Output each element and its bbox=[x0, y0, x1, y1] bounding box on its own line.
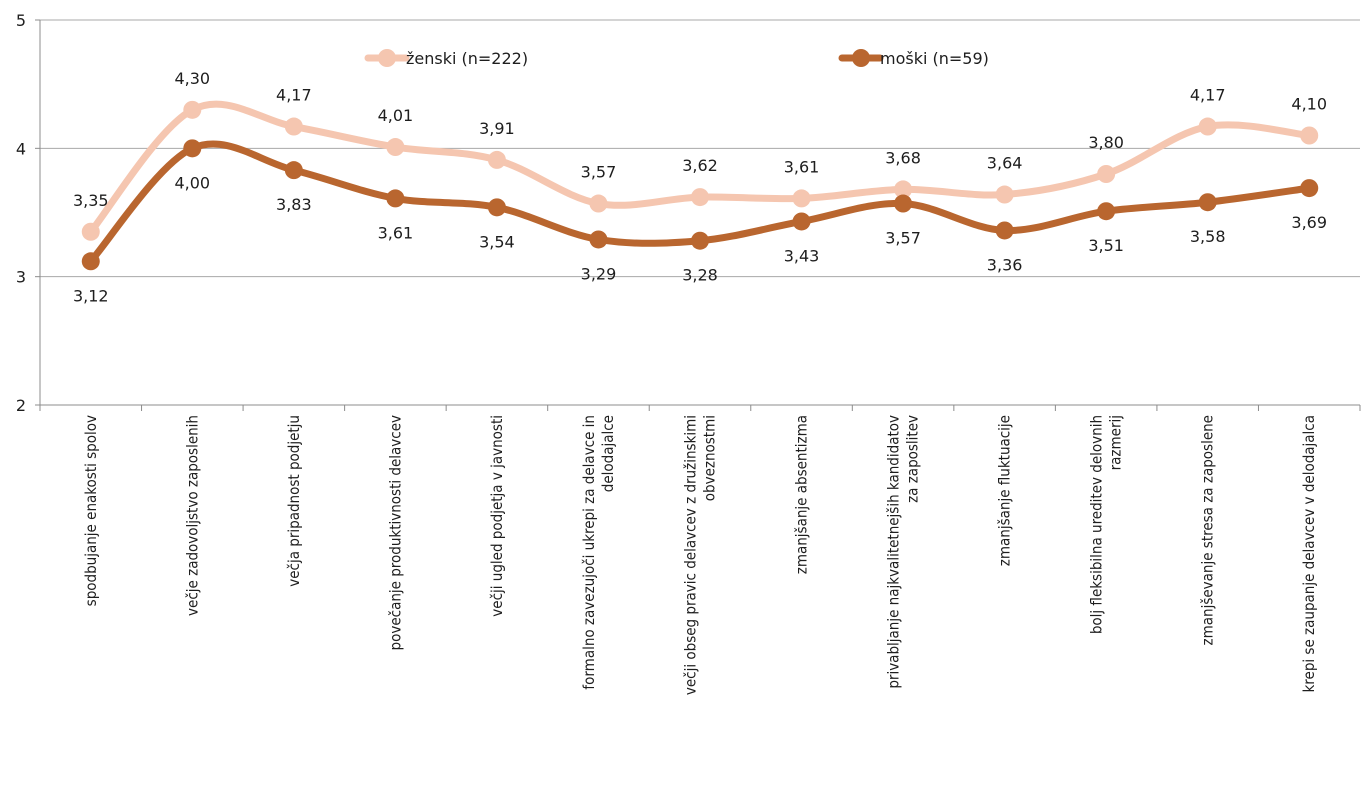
x-category-label: bolj fleksibilna ureditev delovnihrazmer… bbox=[1088, 415, 1125, 634]
data-point bbox=[995, 185, 1014, 204]
data-label: 3,61 bbox=[784, 157, 820, 176]
data-label: 4,17 bbox=[1190, 86, 1226, 105]
data-point bbox=[1097, 165, 1116, 183]
data-label: 3,61 bbox=[378, 223, 414, 242]
x-category-label: formalno zavezujoči ukrepi za delavce in… bbox=[580, 415, 617, 690]
data-point bbox=[1198, 117, 1217, 136]
data-label: 3,35 bbox=[73, 191, 109, 210]
data-point bbox=[1300, 179, 1319, 198]
data-point bbox=[284, 117, 303, 136]
data-point bbox=[81, 252, 100, 271]
data-point bbox=[691, 188, 709, 207]
data-point bbox=[487, 150, 506, 169]
data-point bbox=[1198, 193, 1217, 212]
data-label: 3,69 bbox=[1291, 213, 1327, 232]
data-label: 3,62 bbox=[682, 156, 718, 175]
x-category-label: povečanje produktivnosti delavcev bbox=[386, 415, 404, 650]
data-point bbox=[183, 100, 202, 119]
legend-swatch-marker bbox=[378, 49, 396, 67]
data-label: 4,30 bbox=[174, 69, 210, 88]
legend-label: ženski (n=222) bbox=[406, 49, 528, 68]
y-tick-label: 5 bbox=[16, 11, 26, 30]
data-label: 3,91 bbox=[479, 119, 515, 138]
legend-swatch-marker bbox=[852, 49, 870, 67]
x-category-label: privabljanje najkvalitetnejših kandidato… bbox=[885, 415, 922, 689]
y-tick-label: 4 bbox=[16, 139, 26, 158]
data-point bbox=[386, 138, 405, 157]
data-point bbox=[691, 231, 709, 250]
data-label: 3,29 bbox=[581, 264, 617, 283]
data-point bbox=[792, 212, 811, 231]
data-point bbox=[81, 222, 100, 241]
data-label: 3,54 bbox=[479, 232, 515, 251]
data-point bbox=[183, 139, 202, 158]
data-label: 3,68 bbox=[885, 148, 921, 167]
data-label: 3,58 bbox=[1190, 227, 1226, 246]
x-category-label: večje zadovoljstvo zaposlenih bbox=[183, 415, 201, 616]
data-label: 3,51 bbox=[1088, 236, 1124, 255]
data-label: 3,36 bbox=[987, 255, 1023, 274]
legend-label: moški (n=59) bbox=[880, 49, 989, 68]
data-point bbox=[792, 189, 811, 208]
data-point bbox=[1300, 126, 1319, 145]
x-category-label: večji obseg pravic delavcev z družinskim… bbox=[682, 415, 719, 695]
data-point bbox=[589, 194, 608, 213]
data-label: 4,00 bbox=[174, 173, 210, 192]
data-point bbox=[589, 230, 608, 249]
data-point bbox=[386, 189, 405, 208]
data-label: 3,80 bbox=[1088, 133, 1124, 152]
data-label: 4,17 bbox=[276, 86, 312, 105]
x-category-label: spodbujanje enakosti spolov bbox=[82, 415, 100, 606]
x-category-label: krepi se zaupanje delavcev v delodajalca bbox=[1300, 415, 1318, 693]
data-point bbox=[1097, 202, 1116, 221]
data-label: 4,01 bbox=[378, 106, 414, 125]
data-point bbox=[284, 161, 303, 180]
x-category-label: zmanjšanje absentizma bbox=[793, 415, 811, 574]
data-label: 3,83 bbox=[276, 195, 312, 214]
x-category-label: zmanjševanje stresa za zaposlene bbox=[1199, 415, 1217, 645]
y-tick-label: 3 bbox=[16, 268, 26, 287]
data-point bbox=[894, 194, 913, 213]
x-category-label: zmanjšanje fluktuacije bbox=[996, 415, 1014, 566]
data-label: 3,43 bbox=[784, 246, 820, 265]
data-label: 3,12 bbox=[73, 286, 109, 305]
y-tick-label: 2 bbox=[16, 396, 26, 415]
data-point bbox=[894, 180, 913, 199]
data-point bbox=[487, 198, 506, 217]
data-point bbox=[995, 221, 1014, 240]
x-category-label: večja pripadnost podjetju bbox=[285, 415, 303, 587]
x-category-label: večji ugled podjetja v javnosti bbox=[488, 415, 506, 617]
data-label: 3,64 bbox=[987, 154, 1023, 173]
data-label: 3,57 bbox=[581, 163, 617, 182]
data-label: 4,10 bbox=[1291, 95, 1327, 114]
data-label: 3,57 bbox=[885, 229, 921, 248]
data-label: 3,28 bbox=[682, 266, 718, 285]
